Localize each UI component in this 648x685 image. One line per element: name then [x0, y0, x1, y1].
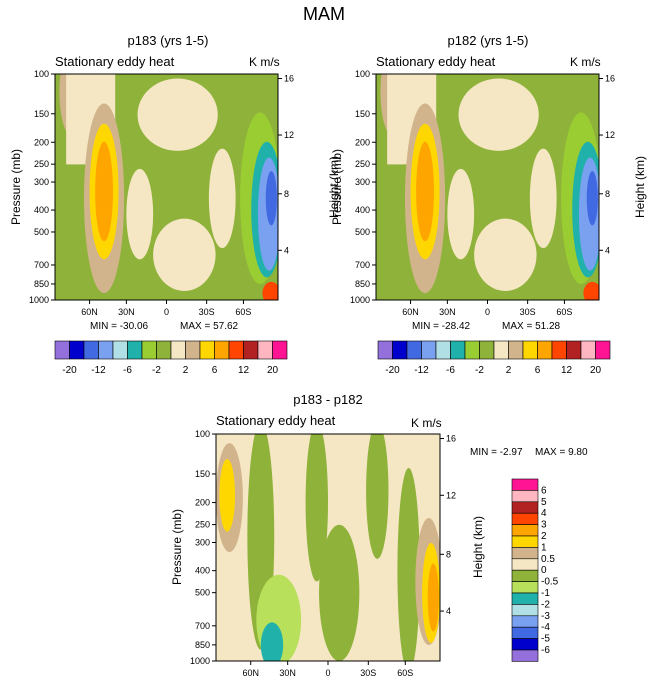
pressure-tick-label: 1000: [29, 295, 49, 305]
units-label: K m/s: [570, 55, 601, 69]
units-label: K m/s: [411, 416, 442, 430]
height-tick-label: 16: [284, 74, 294, 84]
panel-title: p183 (yrs 1-5): [127, 33, 209, 48]
height-tick-label: 8: [284, 189, 289, 199]
pressure-tick-label: 250: [34, 159, 49, 169]
height-tick-label: 12: [284, 130, 294, 140]
max-label: MAX = 9.80: [535, 447, 588, 458]
y-axis-label: Pressure (mb): [170, 509, 184, 586]
max-label: MAX = 57.62: [180, 321, 239, 332]
lat-tick-label: 60N: [81, 307, 98, 317]
figure-title: MAM: [303, 4, 345, 24]
min-label: MIN = -30.06: [90, 321, 149, 332]
lat-tick-label: 60S: [235, 307, 251, 317]
lat-tick-label: 30N: [118, 307, 135, 317]
panel-subtitle: Stationary eddy heat: [376, 54, 496, 69]
panel-title: p183 - p182: [293, 392, 363, 407]
y-axis-right-label: Height (km): [633, 156, 647, 219]
contour-orange: [95, 141, 113, 242]
contour-light-south: [208, 148, 236, 249]
panel-p183-plot: 100 150 200 250 300 400 500 700 850 1000 16 12 8 4 60N…: [29, 69, 294, 317]
units-label: K m/s: [249, 55, 280, 69]
contour-light-lower: [153, 218, 216, 291]
contour-field: [55, 74, 278, 300]
min-label: MIN = -2.97: [470, 447, 523, 458]
pressure-tick-label: 700: [34, 260, 49, 270]
contour-surface-red: [262, 281, 278, 300]
lat-tick-label: 30S: [199, 307, 215, 317]
pressure-tick-label: 500: [34, 227, 49, 237]
pressure-tick-label: 100: [34, 69, 49, 79]
height-tick-label: 4: [284, 245, 289, 255]
pressure-tick-label: 300: [34, 177, 49, 187]
pressure-tick-label: 200: [34, 137, 49, 147]
contour-light-mid: [126, 168, 154, 260]
panel-title: p182 (yrs 1-5): [447, 33, 529, 48]
min-label: MIN = -28.42: [412, 321, 471, 332]
max-label: MAX = 51.28: [502, 321, 561, 332]
pressure-tick-label: 400: [34, 205, 49, 215]
lat-tick-label: 0: [164, 307, 169, 317]
panel-subtitle: Stationary eddy heat: [55, 54, 175, 69]
pressure-tick-label: 850: [34, 279, 49, 289]
pressure-tick-label: 150: [34, 109, 49, 119]
y-axis-right-label: Height (km): [471, 516, 485, 579]
y-axis-label: Pressure (mb): [330, 149, 344, 226]
contour-dark-blue: [265, 171, 277, 226]
panel-subtitle: Stationary eddy heat: [216, 413, 336, 428]
contour-light-tropics: [137, 78, 218, 151]
